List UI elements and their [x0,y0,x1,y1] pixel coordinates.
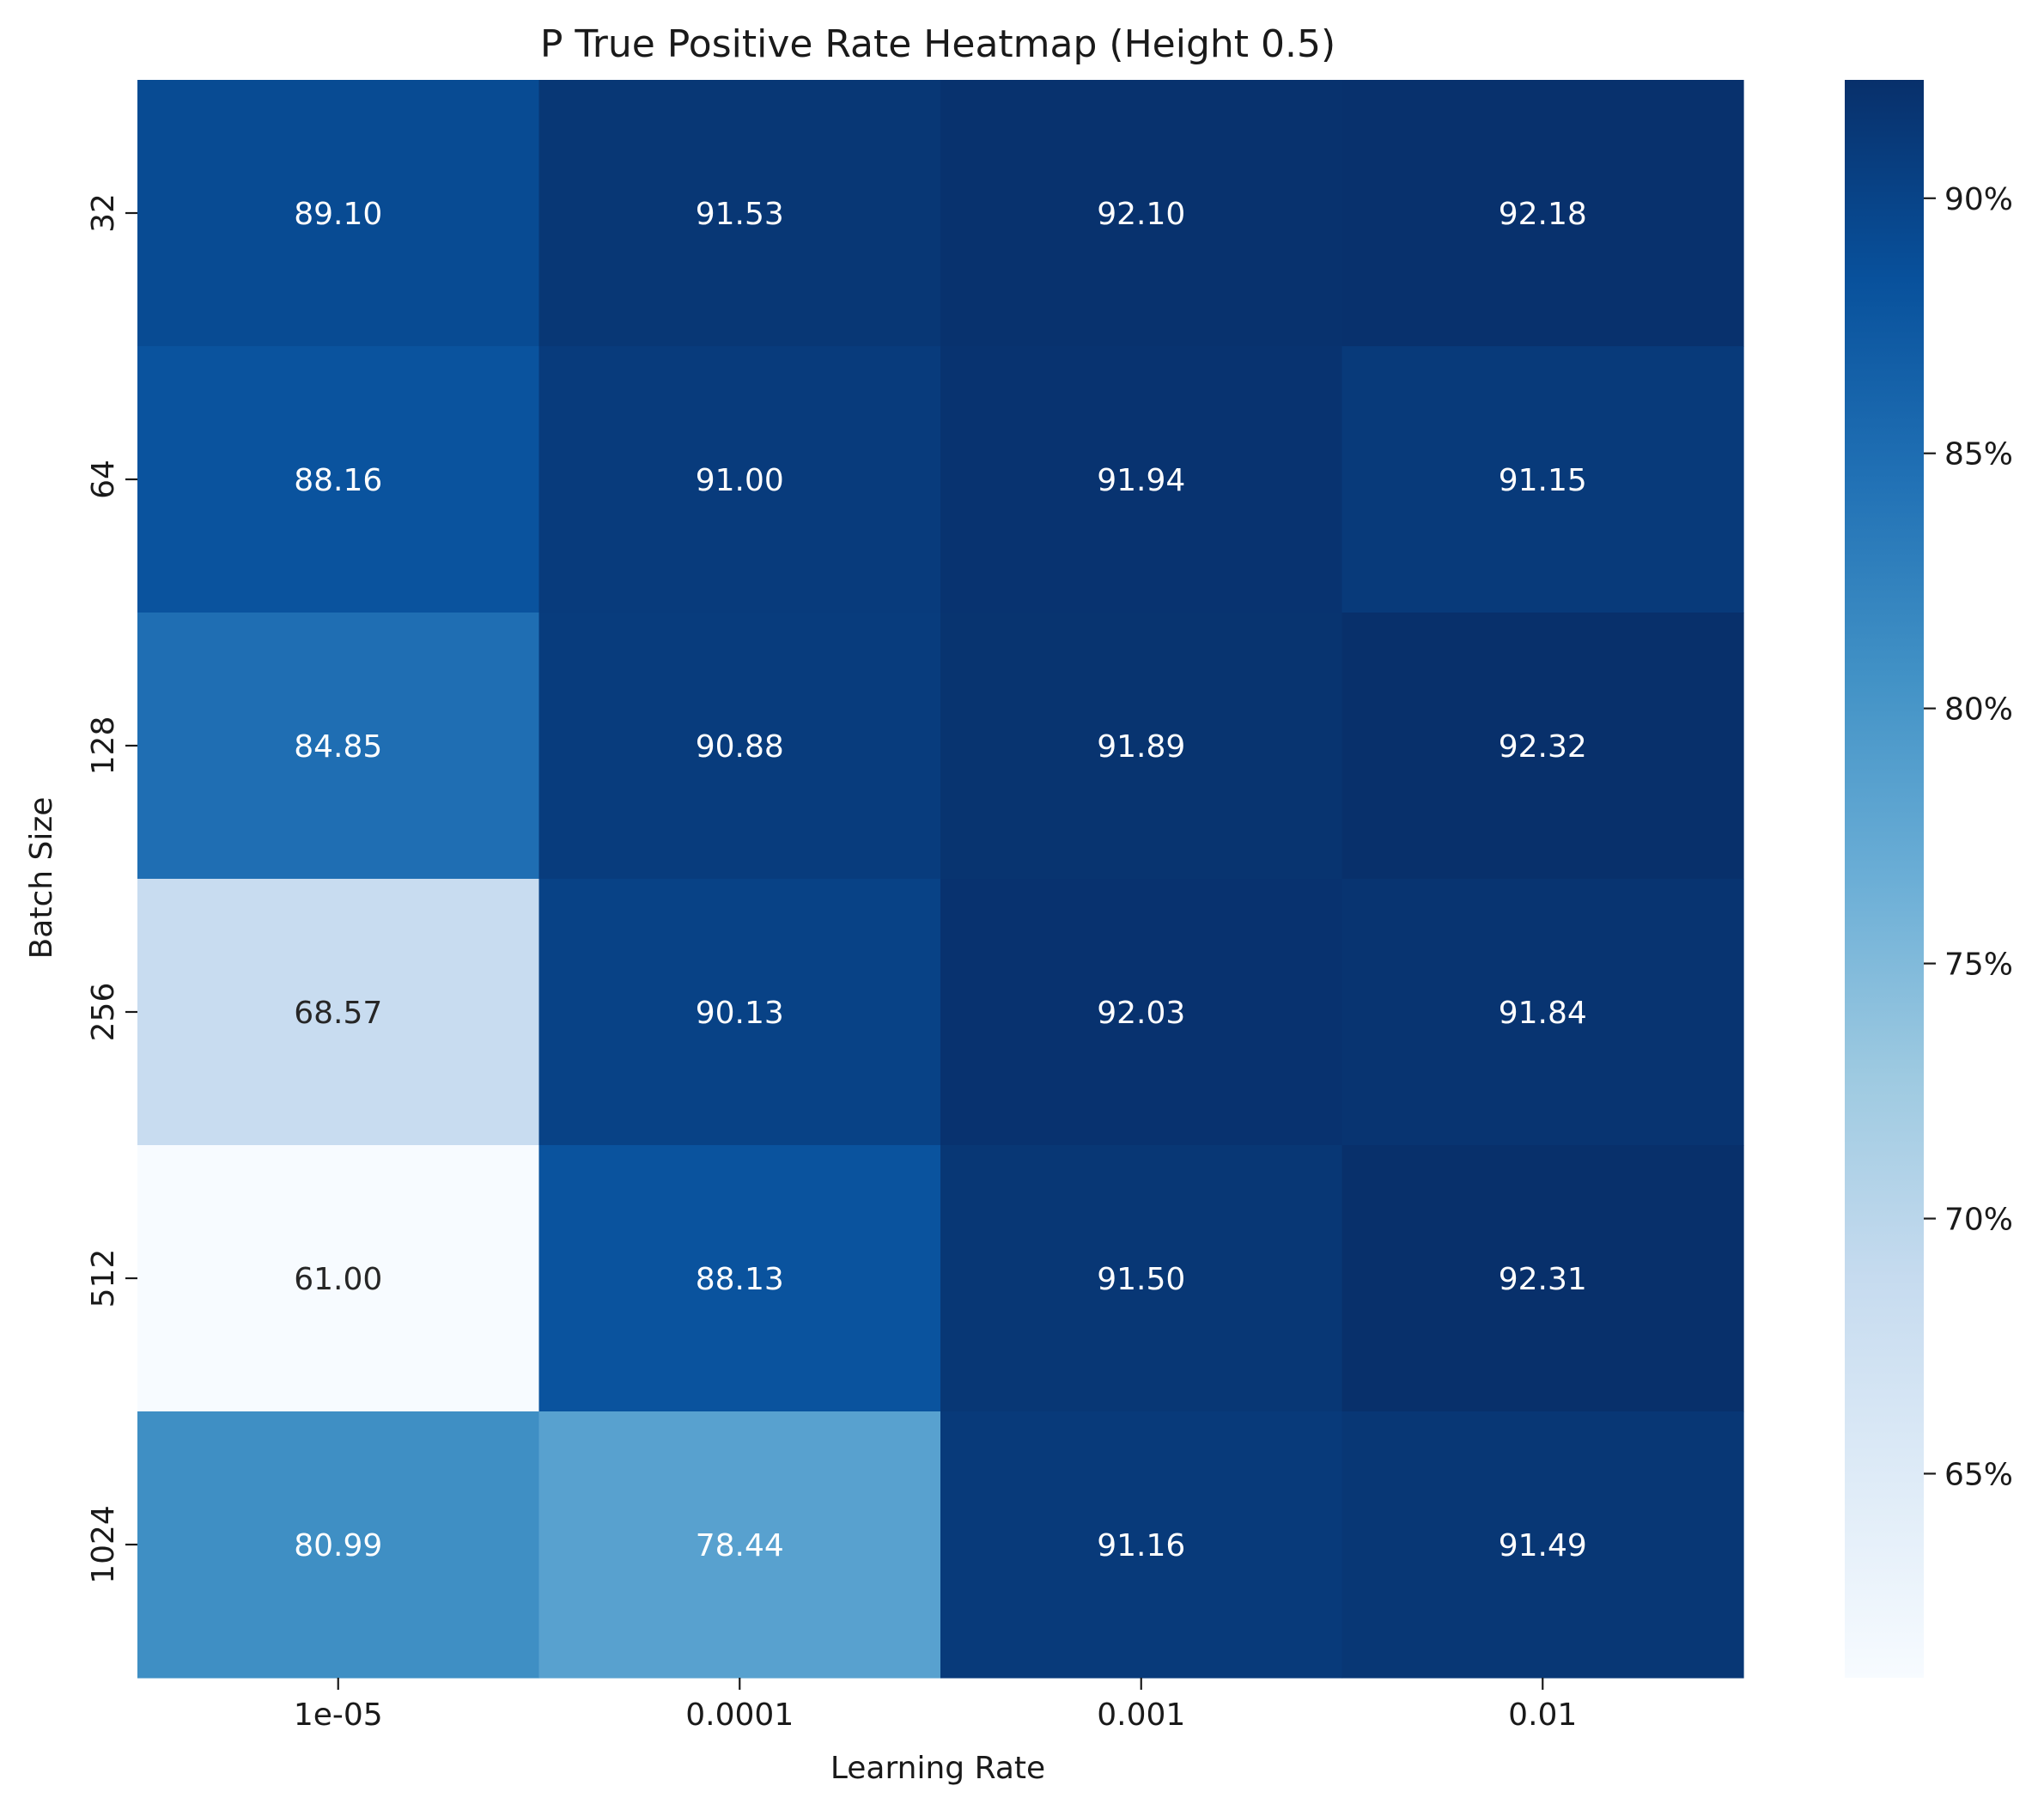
cell-value-label: 91.00 [696,463,784,498]
x-tick-label: 0.01 [1508,1697,1577,1733]
cell-value-label: 92.32 [1499,729,1587,765]
heatmap-cell [538,613,941,880]
heatmap-cell [1341,879,1744,1146]
x-axis-label: Learning Rate [830,1751,1045,1786]
colorbar-tick-label: 90% [1944,182,2013,217]
cell-value-label: 91.84 [1499,996,1587,1031]
cell-value-label: 61.00 [294,1262,382,1297]
colorbar-tick-label: 65% [1944,1457,2013,1492]
cell-value-label: 92.18 [1499,197,1587,232]
heatmap-cell [137,346,540,613]
heatmap-cell [538,346,941,613]
y-tick-label: 128 [86,716,121,776]
heatmap-cell [1341,1411,1744,1679]
heatmap-cell [538,1145,941,1412]
heatmap-cell [538,1411,941,1679]
cell-value-label: 90.13 [696,996,784,1031]
heatmap-cell [940,346,1343,613]
cell-value-label: 80.99 [294,1528,382,1563]
cell-value-label: 68.57 [294,996,382,1031]
y-tick-label: 256 [86,983,121,1042]
x-tick-label: 0.001 [1097,1697,1185,1733]
heatmap-cell [940,613,1343,880]
x-axis-ticks: 1e-05 0.0001 0.001 0.01 [294,1678,1577,1733]
x-tick-label: 1e-05 [294,1697,383,1733]
y-tick-label: 512 [86,1249,121,1308]
cell-value-label: 89.10 [294,197,382,232]
heatmap-cell [538,879,941,1146]
cell-value-label: 88.13 [696,1262,784,1297]
cell-value-label: 91.50 [1097,1262,1185,1297]
heatmap-cell [1341,80,1744,347]
colorbar-gradient [1845,80,1924,1678]
cell-value-label: 84.85 [294,729,382,765]
y-axis-ticks: 32 64 128 256 512 1024 [86,193,137,1584]
y-tick-label: 32 [86,193,121,233]
cell-value-label: 92.03 [1097,996,1185,1031]
chart-title: P True Positive Rate Heatmap (Height 0.5… [540,22,1335,66]
heatmap-cell [1341,346,1744,613]
heatmap-cell [1341,613,1744,880]
cell-value-label: 90.88 [696,729,784,765]
y-axis-label: Batch Size [24,797,59,960]
cell-value-label: 92.10 [1097,197,1185,232]
heatmap-cell [940,1411,1343,1679]
colorbar-tick-label: 75% [1944,948,2013,983]
cell-value-label: 91.15 [1499,463,1587,498]
cell-value-label: 91.94 [1097,463,1185,498]
cell-value-label: 91.53 [696,197,784,232]
heatmap-cell [538,80,941,347]
heatmap-cell [940,1145,1343,1412]
heatmap-cell [137,80,540,347]
heatmap-cells: 89.10 91.53 92.10 92.18 88.16 91.00 91.94 91.15… [137,80,1744,1679]
cell-value-label: 92.31 [1499,1262,1587,1297]
cell-value-label: 88.16 [294,463,382,498]
colorbar: 65% 70% 75% 80% 85% 90% [1845,80,2013,1678]
y-tick-label: 64 [86,460,121,499]
heatmap-cell [137,1145,540,1412]
cell-value-label: 91.89 [1097,729,1185,765]
colorbar-tick-label: 80% [1944,692,2013,728]
cell-value-label: 91.49 [1499,1528,1587,1563]
heatmap-cell [137,879,540,1146]
heatmap-cell [137,613,540,880]
heatmap-cell [940,80,1343,347]
colorbar-tick-label: 70% [1944,1203,2013,1238]
x-tick-label: 0.0001 [685,1697,794,1733]
y-tick-label: 1024 [86,1505,121,1584]
heatmap-cell [940,879,1343,1146]
colorbar-ticks: 65% 70% 75% 80% 85% 90% [1924,182,2013,1492]
heatmap-cell [1341,1145,1744,1412]
colorbar-tick-label: 85% [1944,437,2013,472]
heatmap-cell [137,1411,540,1679]
cell-value-label: 78.44 [696,1528,784,1563]
cell-value-label: 91.16 [1097,1528,1185,1563]
